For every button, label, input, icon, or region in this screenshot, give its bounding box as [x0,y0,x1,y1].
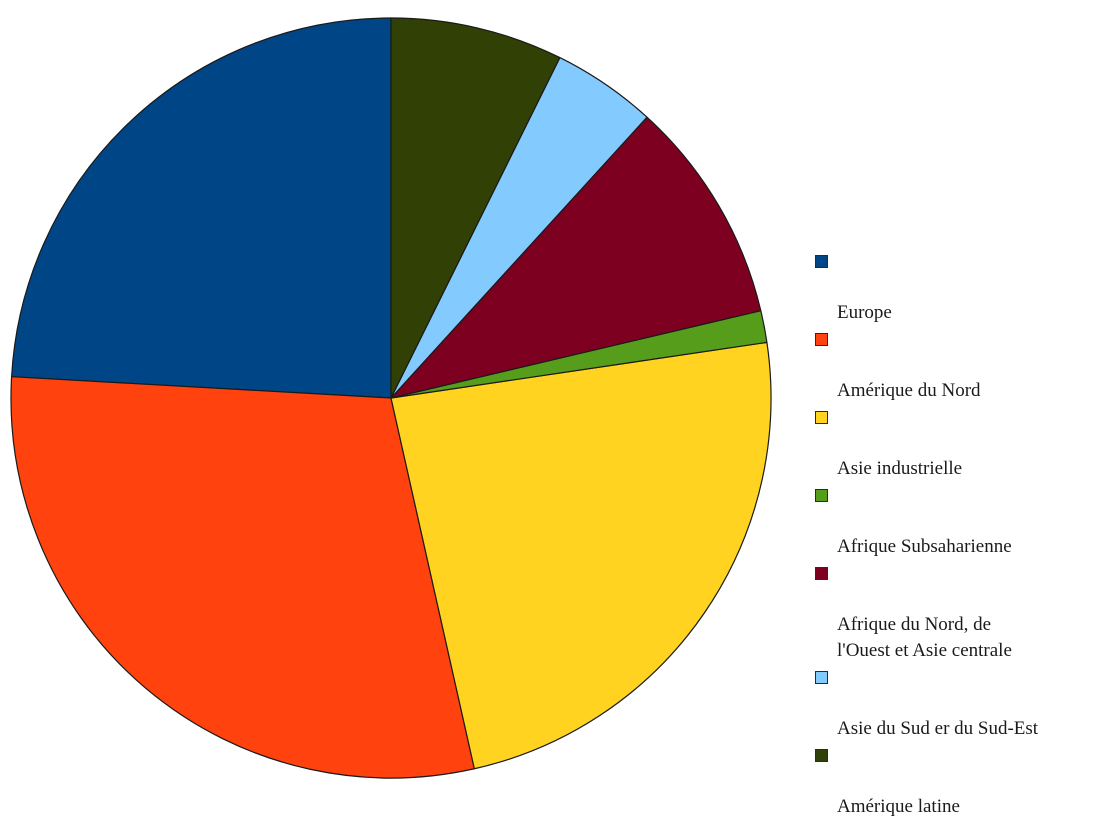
pie-chart [10,17,772,779]
legend-swatch-afrique-du-nord [815,567,828,580]
legend-label-amerique-du-nord: Amérique du Nord [837,380,981,401]
legend-item-afrique-subsaharienne: Afrique Subsaharienne [813,482,1113,560]
legend-label-asie-industrielle: Asie industrielle [837,458,963,479]
chart-legend: Europe Amérique du Nord Asie industriell… [813,248,1113,820]
legend-swatch-amerique-latine [815,749,828,762]
legend-label-asie-du-sud: Asie du Sud er du Sud-Est [837,718,1039,739]
legend-item-europe: Europe [813,248,1113,326]
legend-swatch-asie-du-sud [815,671,828,684]
legend-label-amerique-latine: Amérique latine [837,796,960,817]
legend-label-afrique-du-nord: Afrique du Nord, de l'Ouest et Asie cent… [837,614,1012,661]
legend-item-asie-du-sud: Asie du Sud er du Sud-Est [813,664,1113,742]
legend-swatch-afrique-subsaharienne [815,489,828,502]
pie-slices [10,17,772,779]
legend-swatch-amerique-du-nord [815,333,828,346]
legend-swatch-asie-industrielle [815,411,828,424]
legend-label-europe: Europe [837,302,892,323]
pie-slice-amerique-du-nord [10,376,475,779]
pie-slice-afrique-du-nord [390,116,762,399]
legend-label-afrique-subsaharienne: Afrique Subsaharienne [837,536,1012,557]
legend-item-asie-industrielle: Asie industrielle [813,404,1113,482]
legend-item-afrique-du-nord: Afrique du Nord, de l'Ouest et Asie cent… [813,560,1113,664]
pie-slice-europe [11,17,392,399]
pie-slice-amerique-latine [390,17,561,399]
legend-item-amerique-du-nord: Amérique du Nord [813,326,1113,404]
pie-slice-asie-industrielle [390,341,772,770]
legend-item-amerique-latine: Amérique latine [813,742,1113,820]
legend-swatch-europe [815,255,828,268]
